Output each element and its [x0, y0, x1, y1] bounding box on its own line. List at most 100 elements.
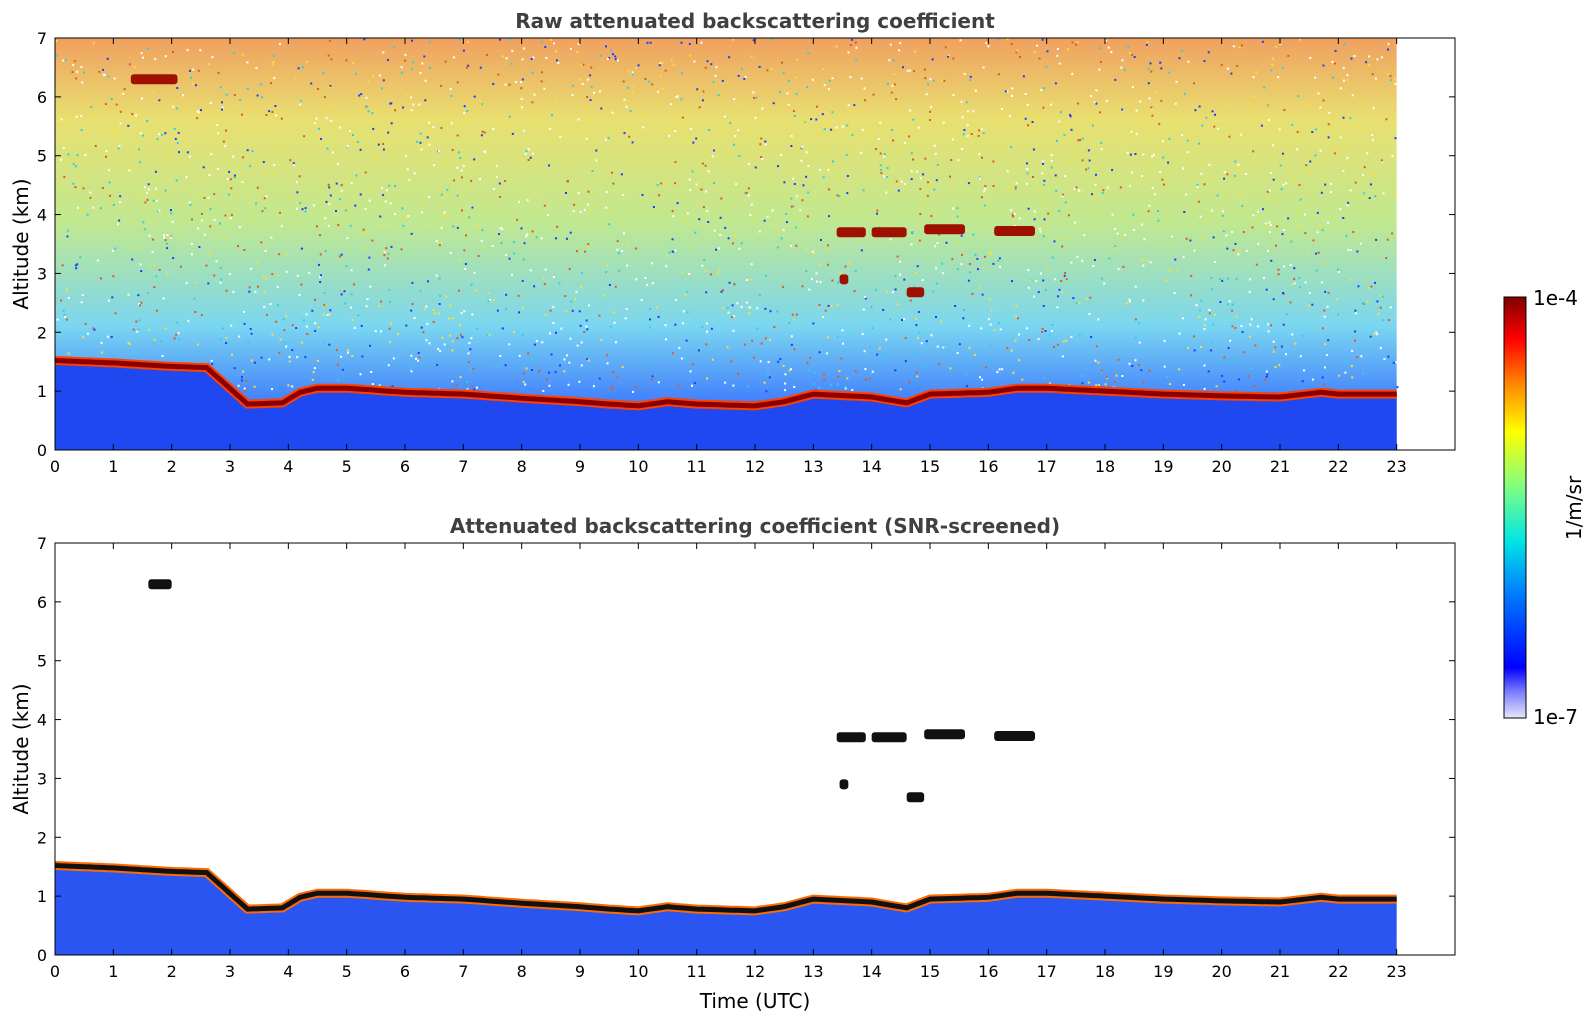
x-tick-label: 8	[517, 457, 527, 476]
cloud-layer	[839, 779, 849, 790]
y-tick-label: 7	[37, 29, 47, 48]
x-tick-label: 20	[1211, 962, 1231, 981]
cloud-layer	[994, 731, 1035, 742]
boundary-layer-top	[55, 358, 1397, 409]
y-tick-label: 0	[37, 441, 47, 460]
x-tick-label: 7	[458, 962, 468, 981]
x-tick-label: 16	[978, 962, 998, 981]
x-tick-label: 4	[283, 962, 293, 981]
x-tick-label: 21	[1270, 962, 1290, 981]
y-tick-label: 5	[37, 147, 47, 166]
x-axis-label: Time (UTC)	[699, 989, 811, 1013]
x-tick-label: 1	[108, 962, 118, 981]
x-tick-label: 13	[803, 457, 823, 476]
colorbar-unit-label: 1/m/sr	[1562, 475, 1586, 540]
x-tick-label: 11	[686, 457, 706, 476]
x-tick-label: 14	[861, 457, 881, 476]
y-tick-label: 3	[37, 769, 47, 788]
colorbar-min-label: 1e-7	[1533, 705, 1578, 729]
x-tick-label: 2	[167, 457, 177, 476]
x-tick-label: 6	[400, 962, 410, 981]
x-tick-label: 9	[575, 457, 585, 476]
cloud-layer	[836, 732, 866, 743]
y-tick-label: 4	[37, 206, 47, 225]
colorbar-max-label: 1e-4	[1533, 286, 1578, 310]
x-tick-label: 10	[628, 457, 648, 476]
x-tick-label: 2	[167, 962, 177, 981]
x-tick-label: 7	[458, 457, 468, 476]
chart-title: Raw attenuated backscattering coefficien…	[515, 9, 995, 33]
cloud-layer	[839, 274, 849, 285]
y-axis-label: Altitude (km)	[9, 178, 33, 309]
x-tick-label: 12	[745, 457, 765, 476]
x-tick-label: 17	[1036, 457, 1056, 476]
x-tick-label: 4	[283, 457, 293, 476]
x-tick-label: 12	[745, 962, 765, 981]
x-tick-label: 22	[1328, 962, 1348, 981]
y-tick-label: 2	[37, 828, 47, 847]
cloud-layer	[924, 729, 965, 740]
x-tick-label: 19	[1153, 457, 1173, 476]
plot-frame	[54, 542, 1456, 956]
x-tick-label: 10	[628, 962, 648, 981]
x-tick-label: 20	[1211, 457, 1231, 476]
noise-field	[55, 38, 1397, 450]
plot-area	[55, 38, 1399, 450]
x-tick-label: 15	[920, 457, 940, 476]
boundary-layer-top	[55, 863, 1397, 914]
x-tick-label: 23	[1386, 962, 1406, 981]
x-tick-label: 5	[342, 457, 352, 476]
cloud-layer	[871, 732, 907, 743]
x-tick-label: 0	[50, 962, 60, 981]
axis-ticks: 0 1 2 3 4 5 6 7 8 9 10 11 12 13 14 15 16 17 18 19 20 21 22 2301…	[37, 534, 1455, 981]
colorbar: 1e-4 1e-7 1/m/sr	[1503, 286, 1586, 729]
x-tick-label: 17	[1036, 962, 1056, 981]
y-tick-label: 1	[37, 887, 47, 906]
x-tick-label: 22	[1328, 457, 1348, 476]
x-tick-label: 6	[400, 457, 410, 476]
colorbar-gradient	[1503, 296, 1527, 719]
cloud-layer	[130, 74, 178, 85]
y-tick-label: 6	[37, 593, 47, 612]
cloud-layer	[148, 579, 172, 590]
noise-speckle	[55, 38, 1399, 394]
x-tick-label: 18	[1095, 457, 1115, 476]
cloud-layer	[871, 227, 907, 238]
x-tick-label: 8	[517, 962, 527, 981]
x-tick-label: 3	[225, 962, 235, 981]
y-tick-label: 1	[37, 382, 47, 401]
x-tick-label: 1	[108, 457, 118, 476]
x-tick-label: 23	[1386, 457, 1406, 476]
x-tick-label: 5	[342, 962, 352, 981]
y-tick-label: 4	[37, 711, 47, 730]
y-tick-label: 2	[37, 323, 47, 342]
snr-screened-panel: Attenuated backscattering coefficient (S…	[9, 514, 1456, 1013]
cloud-layer	[924, 224, 965, 235]
x-tick-label: 0	[50, 457, 60, 476]
x-tick-label: 21	[1270, 457, 1290, 476]
chart-title: Attenuated backscattering coefficient (S…	[450, 514, 1060, 538]
plot-area	[55, 579, 1397, 955]
cloud-layer	[906, 792, 925, 803]
boundary-layer-top-halo	[55, 861, 1397, 916]
cloud-layer	[994, 226, 1035, 237]
x-tick-label: 3	[225, 457, 235, 476]
y-axis-label: Altitude (km)	[9, 683, 33, 814]
axis-ticks: 0 1 2 3 4 5 6 7 8 9 10 11 12 13 14 15 16 17 18 19 20 21 22 2301…	[37, 29, 1455, 476]
y-tick-label: 7	[37, 534, 47, 553]
cloud-layer	[906, 287, 925, 298]
x-tick-label: 9	[575, 962, 585, 981]
y-tick-label: 6	[37, 88, 47, 107]
x-tick-label: 16	[978, 457, 998, 476]
cloud-layer	[836, 227, 866, 238]
x-tick-label: 11	[686, 962, 706, 981]
x-tick-label: 19	[1153, 962, 1173, 981]
x-tick-label: 15	[920, 962, 940, 981]
x-tick-label: 13	[803, 962, 823, 981]
y-tick-label: 5	[37, 652, 47, 671]
y-tick-label: 3	[37, 264, 47, 283]
raw-backscatter-panel: Raw attenuated backscattering coefficien…	[9, 9, 1456, 476]
x-tick-label: 18	[1095, 962, 1115, 981]
x-tick-label: 14	[861, 962, 881, 981]
